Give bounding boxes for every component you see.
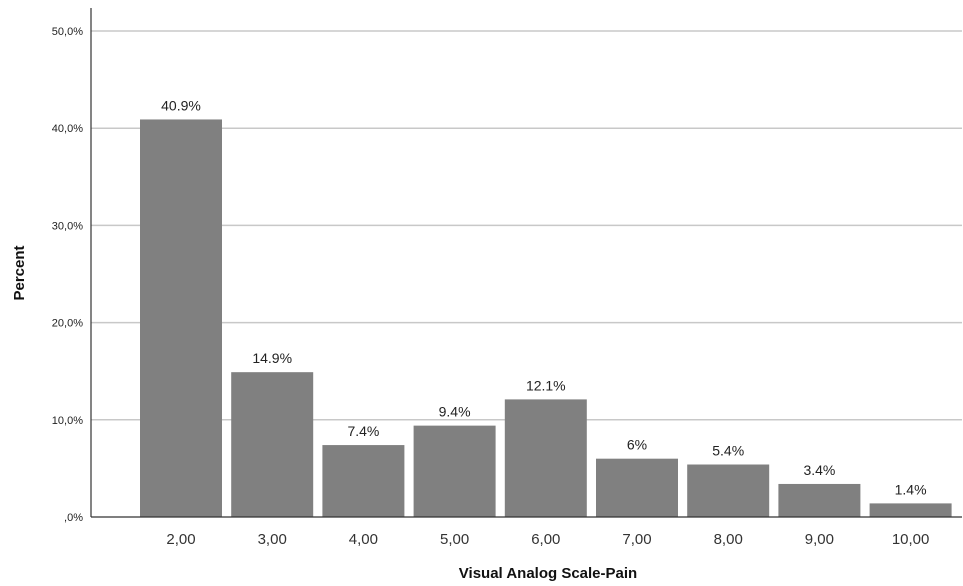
- y-tick-label: 20,0%: [52, 318, 83, 330]
- y-axis-title: Percent: [11, 245, 28, 300]
- y-tick-label: ,0%: [64, 512, 83, 524]
- data-label: 5.4%: [712, 443, 744, 459]
- bar: [413, 425, 496, 517]
- x-tick-label: 6,00: [531, 531, 560, 548]
- bar: [687, 464, 770, 517]
- bars: [140, 119, 952, 518]
- x-tick-label: 9,00: [805, 531, 834, 548]
- x-tick-label: 3,00: [258, 531, 287, 548]
- data-label: 6%: [627, 437, 647, 453]
- x-tick-label: 2,00: [166, 531, 195, 548]
- data-label: 9.4%: [439, 404, 471, 420]
- bar: [869, 503, 952, 517]
- bar: [231, 372, 314, 517]
- bar: [778, 483, 861, 517]
- data-label: 40.9%: [161, 97, 201, 113]
- y-tick-label: 50,0%: [52, 26, 83, 38]
- x-tick-labels: 2,00 3,00 4,00 5,00 6,00 7,00 8,00 9,00 10,00: [166, 531, 929, 548]
- y-tick-label: 10,0%: [52, 415, 83, 427]
- data-label: 12.1%: [526, 377, 566, 393]
- y-tick-labels: ,0% 10,0% 20,0% 30,0% 40,0% 50,0%: [52, 26, 83, 524]
- data-label: 1.4%: [895, 481, 927, 497]
- x-tick-label: 7,00: [622, 531, 651, 548]
- y-tick-label: 40,0%: [52, 123, 83, 135]
- data-label: 3.4%: [803, 462, 835, 478]
- data-label: 14.9%: [252, 350, 292, 366]
- bar: [596, 458, 678, 517]
- x-tick-label: 5,00: [440, 531, 469, 548]
- y-tick-label: 30,0%: [52, 220, 83, 232]
- x-tick-label: 10,00: [892, 531, 930, 548]
- x-tick-label: 8,00: [714, 531, 743, 548]
- data-labels: 40.9% 14.9% 7.4% 9.4% 12.1% 6% 5.4% 3.4% 1.4%: [161, 97, 926, 497]
- data-label: 7.4%: [347, 423, 379, 439]
- y-gridlines: [91, 30, 962, 421]
- bar: [140, 119, 222, 518]
- bar: [322, 445, 405, 517]
- x-axis-title: Visual Analog Scale-Pain: [459, 565, 637, 582]
- bar: [504, 399, 587, 517]
- x-tick-label: 4,00: [349, 531, 378, 548]
